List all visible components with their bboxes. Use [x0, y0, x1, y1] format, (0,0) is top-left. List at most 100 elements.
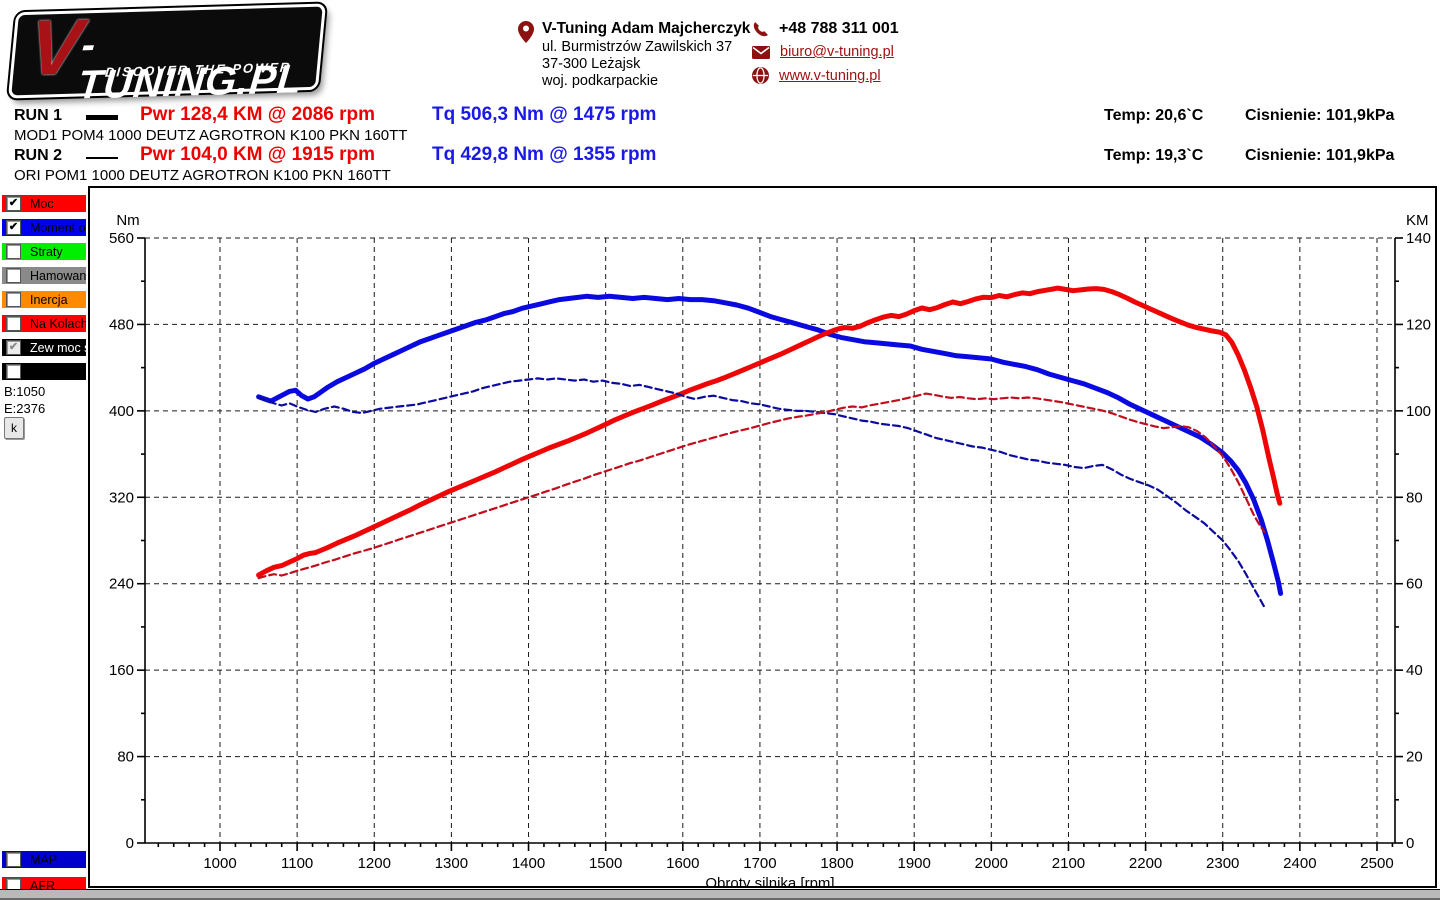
toggle-straty[interactable]: Straty — [2, 243, 86, 260]
email-link[interactable]: biuro@v-tuning.pl — [780, 44, 894, 60]
run2-description: ORI POM1 1000 DEUTZ AGROTRON K100 PKN 16… — [14, 167, 391, 184]
toggle-blank-7[interactable] — [2, 363, 86, 380]
checkbox[interactable] — [6, 316, 21, 331]
x-tick-label: 2100 — [1052, 855, 1085, 872]
toggle-label: Zew moc str — [30, 340, 86, 355]
x-tick-label: 1500 — [589, 855, 622, 872]
checkbox[interactable]: ✔ — [6, 220, 21, 235]
x-tick-label: 1400 — [512, 855, 545, 872]
toggle-label: Na Kolach — [30, 316, 86, 331]
phone-number: +48 788 311 001 — [779, 20, 899, 37]
y-left-tick-label: 560 — [109, 230, 134, 247]
y-left-tick-label: 0 — [126, 835, 134, 852]
series-power-mod-run-1- — [256, 285, 1283, 578]
k-button[interactable]: k — [4, 417, 24, 439]
y-right-tick-label: 100 — [1406, 403, 1431, 420]
phone-icon — [753, 21, 768, 36]
website-link[interactable]: www.v-tuning.pl — [779, 67, 881, 84]
y-right-tick-label: 20 — [1406, 749, 1423, 766]
x-tick-label: 1200 — [358, 855, 391, 872]
toggle-label: Hamowana — [30, 268, 86, 283]
run1-temperature: Temp: 20,6`C — [1104, 107, 1204, 124]
phone-row: +48 788 311 001 — [752, 20, 899, 38]
x-tick-label: 2400 — [1283, 855, 1316, 872]
checkbox[interactable] — [6, 244, 21, 259]
run1-torque-reading: Tq 506,3 Nm @ 1475 rpm — [432, 104, 657, 125]
x-tick-label: 1100 — [281, 855, 313, 872]
toggle-inercja[interactable]: Inercja — [2, 291, 86, 308]
dyno-chart-panel: 0 80 160 240 320 400 480 560 0 20 40 60 80 100 120 140 1… — [88, 186, 1437, 892]
y-left-tick-label: 80 — [117, 749, 134, 766]
toggle-hamowana[interactable]: Hamowana — [2, 267, 86, 284]
begin-rpm-label: B:1050 — [4, 384, 46, 399]
x-tick-label: 2200 — [1129, 855, 1162, 872]
toggle-map[interactable]: MAP — [2, 851, 86, 868]
website-row: www.v-tuning.pl — [752, 67, 881, 84]
run2-label: RUN 2 — [14, 147, 63, 164]
toggle-na-kolach[interactable]: Na Kolach — [2, 315, 86, 332]
toggle-moc[interactable]: ✔ Moc — [2, 195, 86, 212]
y-right-tick-label: 0 — [1406, 835, 1414, 852]
toggle-label: Straty — [30, 244, 63, 259]
series-torque-ori-run-2- — [257, 377, 1267, 610]
run1-pressure: Cisnienie: 101,9kPa — [1245, 107, 1395, 124]
run2-pressure: Cisnienie: 101,9kPa — [1245, 147, 1395, 164]
run2-torque-reading: Tq 429,8 Nm @ 1355 rpm — [432, 144, 657, 165]
y-right-tick-label: 40 — [1406, 662, 1423, 679]
x-tick-label: 2300 — [1206, 855, 1239, 872]
x-tick-label: 1300 — [435, 855, 468, 872]
series-power-ori-run-2- — [257, 392, 1266, 580]
globe-icon — [752, 67, 769, 84]
y-right-tick-label: 80 — [1406, 489, 1423, 506]
run1-line-sample — [86, 115, 118, 120]
run2-temperature: Temp: 19,3`C — [1104, 147, 1204, 164]
checkmark-icon: ✔ — [8, 197, 19, 209]
toggle-moment-obr[interactable]: ✔ Moment obr — [2, 219, 86, 236]
toggle-label: MAP — [30, 852, 58, 867]
x-tick-label: 1700 — [743, 855, 776, 872]
checkbox[interactable] — [6, 268, 21, 283]
vtuning-logo: V -TUNING.PL DISCOVER THE POWER — [7, 2, 327, 108]
checkbox[interactable] — [6, 292, 21, 307]
y-right-tick-label: 140 — [1406, 230, 1431, 247]
y-left-tick-label: 240 — [109, 576, 134, 593]
company-address-line1: ul. Burmistrzów Zawilskich 37 — [542, 39, 733, 55]
series-torque-mod-run-1- — [256, 293, 1284, 596]
x-tick-label: 1600 — [666, 855, 699, 872]
x-axis-title: Obroty silnika [rpm] — [705, 875, 834, 886]
run1-description: MOD1 POM4 1000 DEUTZ AGROTRON K100 PKN 1… — [14, 127, 408, 144]
y-left-tick-label: 320 — [109, 489, 134, 506]
y-left-tick-label: 400 — [109, 403, 134, 420]
checkbox[interactable]: ✔ — [6, 196, 21, 211]
x-tick-label: 1900 — [898, 855, 931, 872]
toggle-label: Inercja — [30, 292, 68, 307]
y-right-tick-label: 120 — [1406, 316, 1431, 333]
y-left-tick-label: 160 — [109, 662, 134, 679]
run1-power-reading: Pwr 128,4 KM @ 2086 rpm — [140, 104, 376, 125]
x-tick-label: 2000 — [975, 855, 1008, 872]
run1-label: RUN 1 — [14, 107, 63, 124]
y-left-tick-label: 480 — [109, 316, 134, 333]
checkbox[interactable]: ✔ — [6, 340, 21, 355]
y-right-axis-title: KM — [1406, 212, 1429, 229]
company-address-line3: woj. podkarpackie — [542, 73, 659, 89]
run2-line-sample — [86, 157, 118, 159]
company-name: V-Tuning Adam Majcherczyk — [542, 20, 751, 37]
dyno-chart-svg: 0 80 160 240 320 400 480 560 0 20 40 60 80 100 120 140 1… — [109, 212, 1431, 892]
x-tick-label: 1800 — [820, 855, 853, 872]
end-rpm-label: E:2376 — [4, 401, 46, 416]
email-icon — [752, 45, 770, 59]
toggle-zew-moc-str[interactable]: ✔ Zew moc str — [2, 339, 86, 356]
run2-power-reading: Pwr 104,0 KM @ 1915 rpm — [140, 144, 376, 165]
window-bottom-strip — [0, 889, 1440, 900]
checkbox[interactable] — [6, 852, 21, 867]
x-tick-label: 2500 — [1360, 855, 1393, 872]
checkbox[interactable] — [6, 364, 21, 379]
checkmark-icon: ✔ — [8, 341, 19, 353]
toggle-label: Moment obr — [30, 220, 86, 235]
y-left-axis-title: Nm — [116, 212, 139, 229]
x-tick-label: 1000 — [203, 855, 236, 872]
company-address-line2: 37-300 Leżajsk — [542, 56, 641, 72]
checkmark-icon: ✔ — [8, 221, 19, 233]
